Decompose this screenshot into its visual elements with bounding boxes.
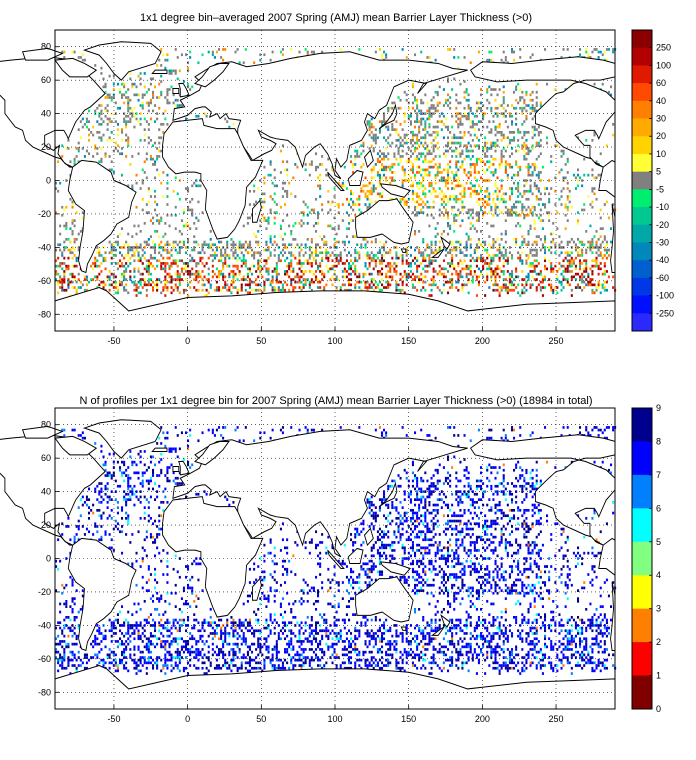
colorbar-label: 6 [656,503,661,513]
colorbar-swatch [632,171,652,190]
y-tick-label: 80 [41,420,51,430]
x-tick-label: 250 [549,336,564,346]
colorbar-label: 250 [656,43,671,53]
top-map-gridlines [55,30,615,331]
top-colorbar: 250 100 60 40 30 20 10 5 -5 -10 -20 -30 -40 -60 -100 -2… [631,29,674,332]
colorbar-swatch [632,242,652,261]
x-tick-label: 100 [327,336,342,346]
colorbar-swatch [632,100,652,120]
y-tick-label: 40 [41,487,51,497]
x-tick-label: 150 [401,336,416,346]
colorbar-swatch [632,47,652,66]
colorbar-label: -20 [656,220,669,230]
y-tick-label: 20 [41,520,51,530]
x-tick-label: 0 [185,336,190,346]
bottom-map-data-layer [55,426,617,675]
colorbar-label: 9 [656,403,661,413]
colorbar-label: 0 [656,704,661,714]
bottom-map-title: N of profiles per 1x1 degree bin for 200… [79,395,593,407]
colorbar-swatch [632,118,652,137]
colorbar-swatch [632,541,652,576]
colorbar-label: 7 [656,470,661,480]
y-tick-label: -40 [38,620,51,630]
bottom-map-gridlines [55,408,615,709]
colorbar-label: 40 [656,96,666,106]
x-tick-label: 100 [327,714,342,724]
colorbar-swatch [632,277,652,297]
colorbar-swatch [632,313,652,332]
y-tick-label: -80 [38,687,51,697]
colorbar-swatch [632,136,652,155]
colorbar-label: 20 [656,131,666,141]
y-tick-label: 60 [41,75,51,85]
y-tick-label: -40 [38,242,51,252]
colorbar-swatch [632,83,652,102]
y-tick-label: -20 [38,209,51,219]
colorbar-label: 5 [656,167,661,177]
colorbar-label: 60 [656,78,666,88]
top-map-data-layer [55,48,617,297]
y-tick-label: 0 [46,176,51,186]
x-tick-label: 200 [475,714,490,724]
colorbar-label: 5 [656,537,661,547]
colorbar-swatch [632,295,652,314]
colorbar-label: -30 [656,237,669,247]
x-tick-label: 200 [475,336,490,346]
colorbar-swatch [632,408,652,442]
colorbar-swatch [632,153,652,173]
x-tick-label: -50 [107,336,120,346]
x-tick-label: 50 [256,336,266,346]
colorbar-swatch [632,675,652,710]
x-tick-label: 0 [185,714,190,724]
y-tick-label: 80 [41,42,51,52]
colorbar-label: 2 [656,637,661,647]
colorbar-label: 1 [656,671,661,681]
colorbar-swatch [632,575,652,610]
x-tick-label: 150 [401,714,416,724]
colorbar-label: -250 [656,308,674,318]
colorbar-swatch [632,474,652,509]
y-tick-label: 0 [46,554,51,564]
colorbar-swatch [632,207,652,226]
colorbar-label: -60 [656,273,669,283]
x-tick-label: 250 [549,714,564,724]
colorbar-label: 100 [656,60,671,70]
y-tick-label: -20 [38,587,51,597]
x-tick-label: 50 [256,714,266,724]
colorbar-swatch [632,441,652,476]
colorbar-swatch [632,508,652,543]
colorbar-swatch [632,608,652,643]
colorbar-label: -5 [656,184,664,194]
x-tick-label: -50 [107,714,120,724]
colorbar-swatch [632,65,652,84]
colorbar-swatch [632,642,652,677]
colorbar-label: -10 [656,202,669,212]
colorbar-swatch [632,30,652,49]
colorbar-swatch [632,224,652,243]
colorbar-label: 3 [656,604,661,614]
colorbar-label: 8 [656,436,661,446]
y-tick-label: -80 [38,309,51,319]
colorbar-label: 4 [656,570,661,580]
top-map-title: 1x1 degree bin–averaged 2007 Spring (AMJ… [139,12,533,24]
y-tick-label: 60 [41,453,51,463]
y-tick-label: 20 [41,142,51,152]
colorbar-label: 10 [656,149,666,159]
colorbar-swatch [632,260,652,279]
colorbar-label: -100 [656,291,674,301]
y-tick-label: -60 [38,654,51,664]
bottom-colorbar: 9 8 7 6 5 4 3 2 1 0 [631,403,661,714]
colorbar-label: -40 [656,255,669,265]
y-tick-label: -60 [38,276,51,286]
colorbar-swatch [632,189,652,208]
y-tick-label: 40 [41,109,51,119]
colorbar-label: 30 [656,114,666,124]
